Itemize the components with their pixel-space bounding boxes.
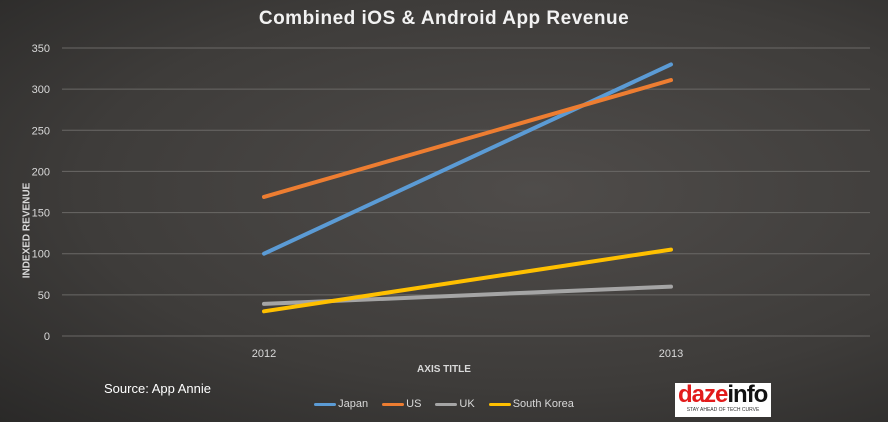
- y-tick-label: 350: [32, 43, 50, 55]
- legend-item: UK: [435, 398, 475, 410]
- legend-swatch: [488, 402, 511, 406]
- y-tick-label: 200: [32, 166, 50, 178]
- x-axis-label: AXIS TITLE: [417, 364, 471, 375]
- legend-label: US: [406, 398, 422, 410]
- legend-label: UK: [459, 398, 475, 410]
- y-tick-label: 300: [32, 84, 50, 96]
- dazeinfo-logo: dazeinfo STAY AHEAD OF TECH CURVE: [675, 383, 771, 417]
- legend-label: Japan: [338, 398, 369, 410]
- legend-item: US: [382, 398, 421, 410]
- y-tick-label: 50: [38, 290, 50, 302]
- chart-title: Combined iOS & Android App Revenue: [258, 8, 630, 29]
- legend-swatch: [435, 402, 458, 406]
- legend-item: South Korea: [488, 398, 574, 410]
- y-tick-label: 0: [44, 331, 50, 343]
- series-line-us: [262, 78, 673, 199]
- series-line-japan: [262, 62, 673, 256]
- legend: Japan US UK South Korea: [0, 398, 888, 410]
- legend-swatch: [314, 402, 337, 406]
- legend-label: South Korea: [512, 398, 574, 410]
- y-tick-label: 150: [32, 208, 50, 220]
- y-axis-label: INDEXED REVENUE: [21, 182, 33, 279]
- y-tick-label: 100: [32, 249, 50, 261]
- series-line-south-korea: [262, 247, 673, 314]
- x-tick-label: 2013: [659, 348, 683, 360]
- x-tick-label: 2012: [252, 348, 276, 360]
- source-note: Source: App Annie: [104, 381, 211, 396]
- legend-item: Japan: [314, 398, 368, 410]
- y-tick-label: 250: [32, 125, 50, 137]
- legend-swatch: [382, 402, 405, 406]
